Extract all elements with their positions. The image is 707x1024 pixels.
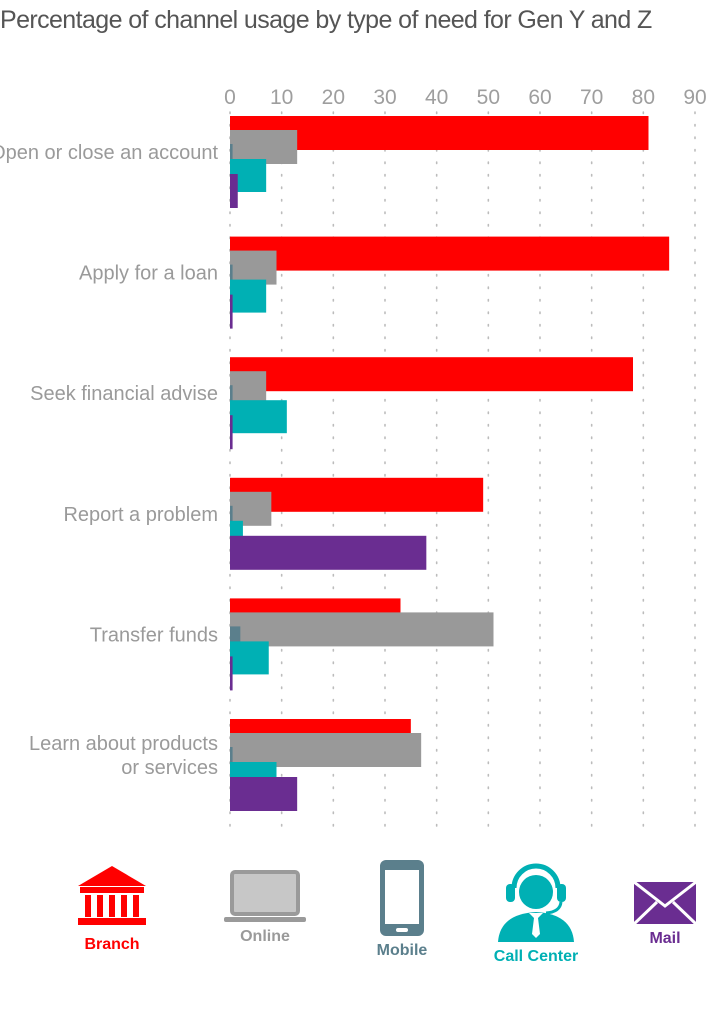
bar-chart: 0 10 20 30 40 50 60 70 80 90 Open or close an acc…: [0, 86, 707, 836]
legend-label-call-center: Call Center: [493, 948, 579, 965]
mobile-phone-icon: [380, 860, 424, 936]
bar-mobile: [230, 264, 233, 283]
bar-mail: [230, 535, 427, 570]
bar-online: [230, 491, 272, 526]
legend-label-mail: Mail: [649, 930, 681, 947]
mail-envelope-icon: [632, 880, 698, 926]
bar-mail: [230, 415, 233, 450]
call-center-agent-icon: [498, 863, 574, 942]
category-label: or services: [121, 757, 218, 779]
bank-building-icon: [78, 866, 146, 925]
legend-label-mobile: Mobile: [376, 942, 428, 959]
legend-item-mail: Mail: [628, 878, 702, 958]
bar-mobile: [230, 626, 241, 645]
bars: [230, 116, 670, 811]
x-tick-label: 0: [224, 86, 236, 109]
bar-mobile: [230, 144, 233, 162]
laptop-icon: [224, 870, 306, 922]
chart-title: Percentage of channel usage by type of n…: [0, 6, 652, 34]
bar-mobile: [230, 747, 233, 765]
legend-item-mobile: Mobile: [362, 858, 442, 968]
bar-mail: [230, 174, 238, 208]
bar-call-center: [230, 279, 267, 313]
x-tick-label: 90: [683, 86, 706, 109]
x-tick-label: 30: [373, 86, 396, 109]
x-tick-label: 50: [477, 86, 500, 109]
category-label: Learn about products: [29, 733, 218, 755]
legend-label-online: Online: [240, 928, 290, 945]
category-label: Seek financial advise: [30, 383, 218, 405]
bar-call-center: [230, 641, 269, 675]
bar-mail: [230, 656, 233, 691]
x-tick-label: 60: [528, 86, 551, 109]
x-tick-label: 70: [580, 86, 603, 109]
category-label: Apply for a loan: [79, 263, 218, 285]
bar-online: [230, 250, 277, 285]
bar-online: [230, 612, 494, 647]
legend-item-online: Online: [222, 866, 308, 956]
x-tick-label: 20: [322, 86, 345, 109]
bar-mobile: [230, 505, 233, 524]
category-label: Report a problem: [63, 504, 218, 526]
bar-call-center: [230, 400, 287, 434]
legend-item-call-center: Call Center: [488, 852, 584, 972]
bar-branch: [230, 357, 633, 392]
category-label: Open or close an account: [0, 142, 218, 164]
x-tick-label: 80: [632, 86, 655, 109]
bar-branch: [230, 236, 670, 271]
category-label: Transfer funds: [90, 624, 218, 646]
bar-mobile: [230, 385, 233, 404]
bar-branch: [230, 477, 484, 512]
x-tick-label: 40: [425, 86, 448, 109]
category-labels: Open or close an account Apply for a loan…: [0, 142, 218, 779]
bar-online: [230, 371, 267, 406]
x-axis-ticks: 0 10 20 30 40 50 60 70 80 90: [224, 86, 707, 109]
bar-mail: [230, 294, 233, 329]
bar-online: [230, 130, 298, 164]
bar-mail: [230, 777, 298, 811]
bar-branch: [230, 116, 649, 150]
x-tick-label: 10: [270, 86, 293, 109]
legend-item-branch: Branch: [72, 862, 152, 962]
legend-label-branch: Branch: [84, 936, 140, 953]
bar-online: [230, 733, 422, 767]
